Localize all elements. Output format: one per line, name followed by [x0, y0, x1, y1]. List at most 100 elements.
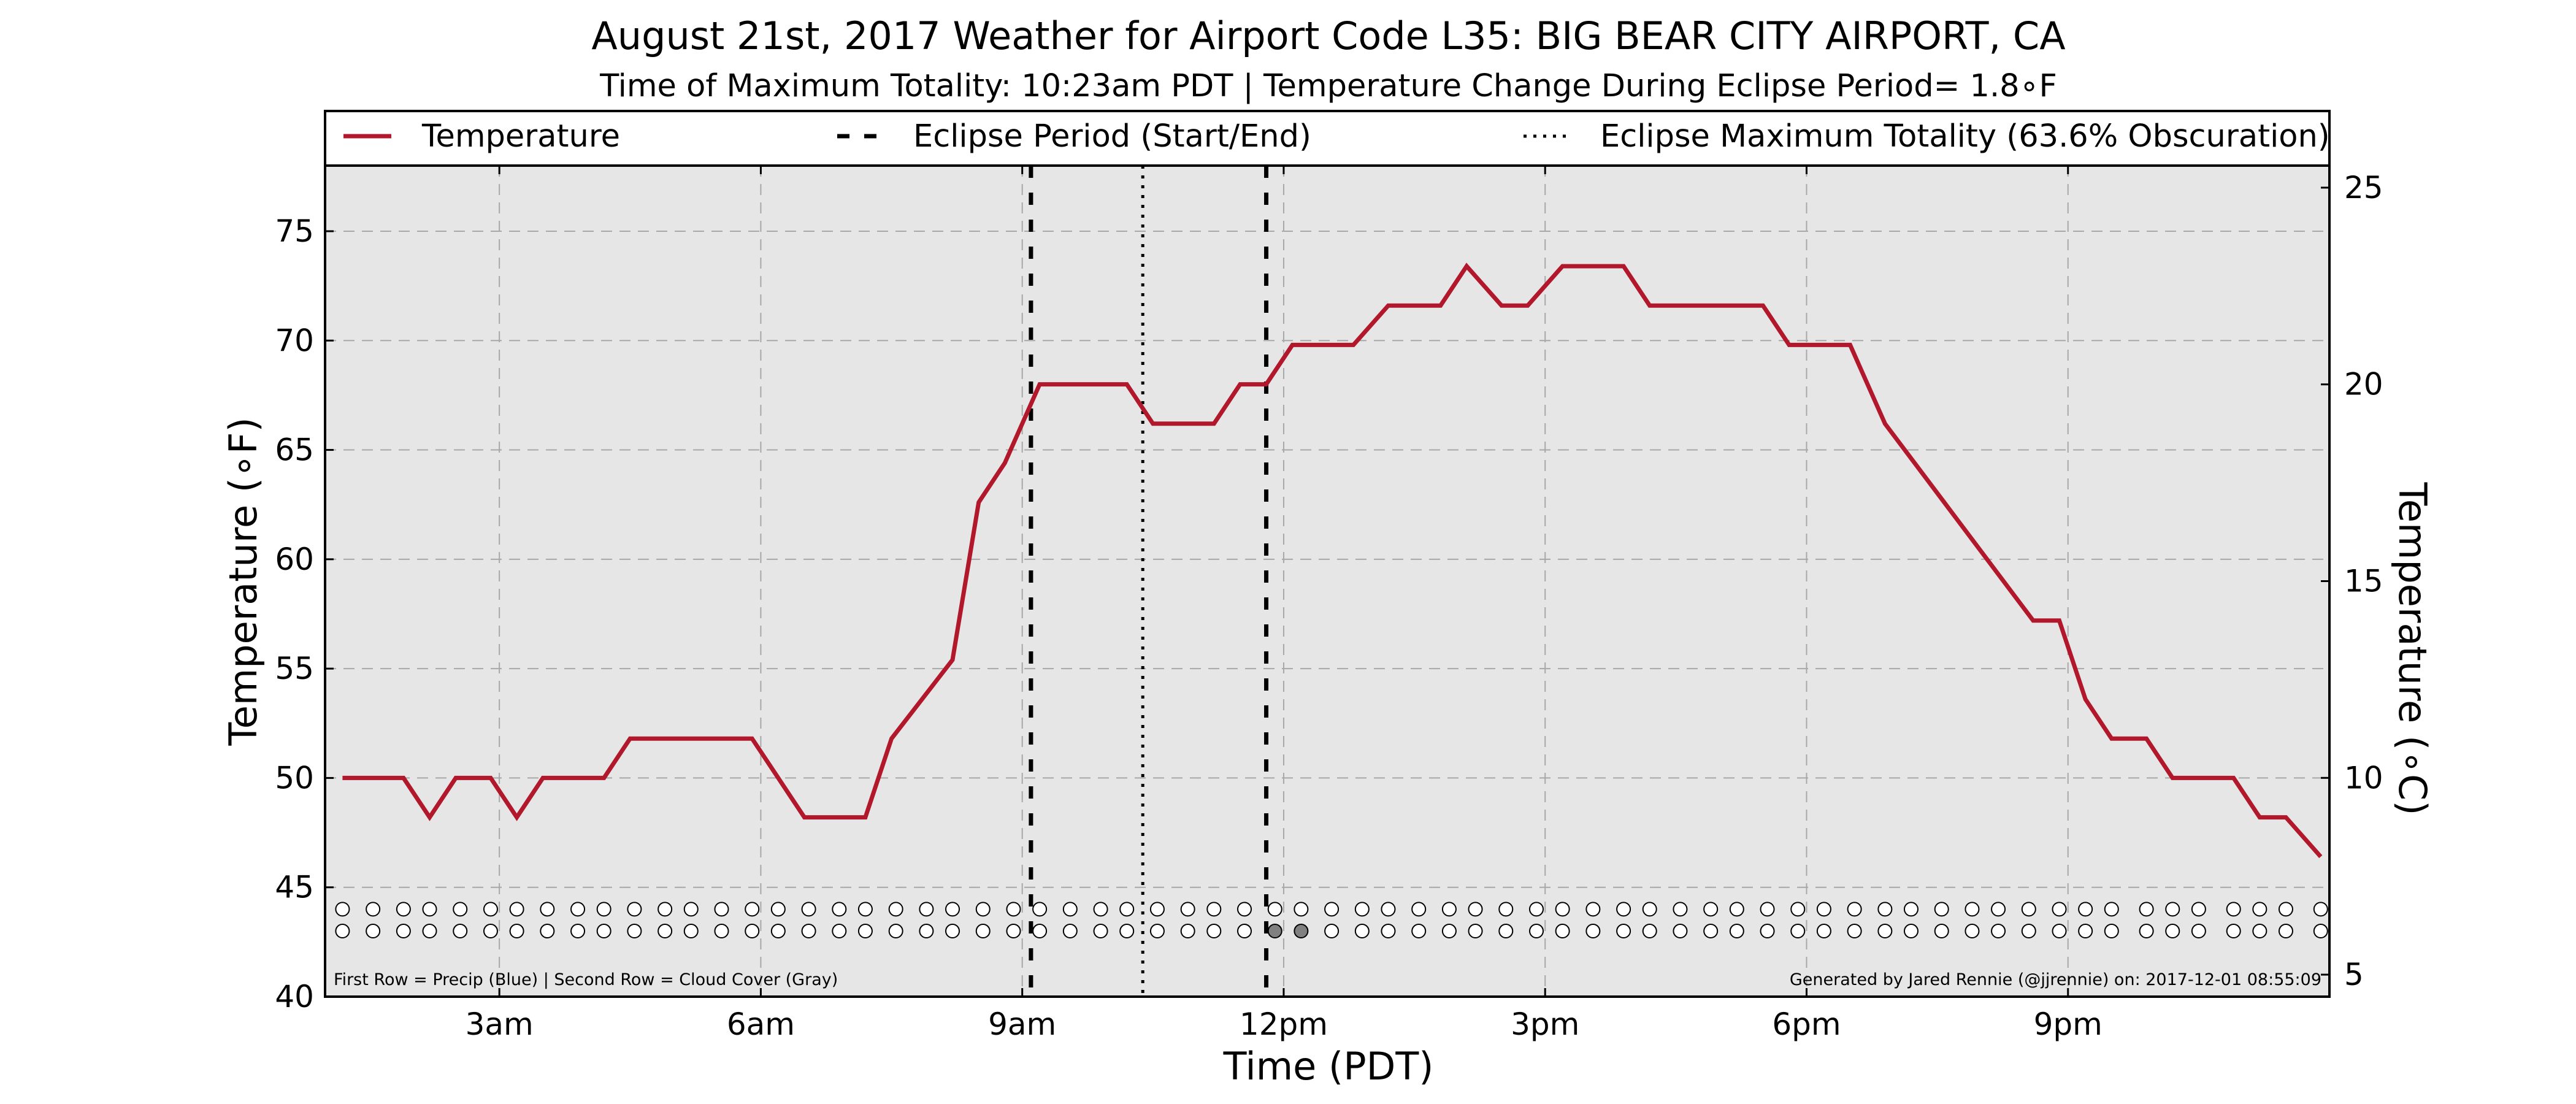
y-right-tick-label: 20	[2344, 367, 2383, 402]
cloud-cover-marker	[801, 924, 816, 939]
precip-marker	[1703, 902, 1719, 917]
precip-marker	[1468, 902, 1483, 917]
cloud-cover-marker	[1729, 924, 1744, 939]
y-tick-label: 45	[275, 870, 314, 905]
cloud-cover-marker	[2252, 924, 2267, 939]
cloud-cover-marker	[335, 924, 350, 939]
cloud-cover-marker	[453, 924, 468, 939]
precip-marker	[396, 902, 411, 917]
precip-marker	[1093, 902, 1108, 917]
chart-title: August 21st, 2017 Weather for Airport Co…	[591, 13, 2065, 58]
y-axis-label: Temperature (∘F)	[221, 417, 266, 746]
precip-marker	[1062, 902, 1078, 917]
precip-marker	[1555, 902, 1570, 917]
cloud-cover-marker	[509, 924, 524, 939]
y-tick-label: 75	[275, 213, 314, 249]
precip-marker	[1877, 902, 1893, 917]
x-axis-label: Time (PDT)	[1223, 1044, 1434, 1089]
cloud-cover-marker	[657, 924, 673, 939]
cloud-cover-marker	[1441, 924, 1457, 939]
chart-subtitle: Time of Maximum Totality: 10:23am PDT | …	[599, 68, 2057, 104]
precip-marker	[657, 902, 673, 917]
precip-marker	[540, 902, 555, 917]
cloud-cover-marker	[770, 924, 786, 939]
precip-marker	[745, 902, 760, 917]
cloud-cover-marker	[919, 924, 934, 939]
precip-marker	[2104, 902, 2119, 917]
y-tick-label: 55	[275, 651, 314, 686]
x-tick-label: 6pm	[1772, 1006, 1841, 1042]
x-tick-label: 9pm	[2034, 1006, 2103, 1042]
cloud-cover-marker	[857, 924, 873, 939]
series-layer	[342, 263, 2323, 859]
cloud-cover-marker	[2078, 924, 2093, 939]
cloud-cover-marker	[1237, 924, 1252, 939]
precip-marker	[714, 902, 729, 917]
y-axis-ticks: 40 45 50 55 60 65 70 75	[275, 213, 334, 1014]
x-tick-label: 12pm	[1240, 1006, 1328, 1042]
precip-marker	[2165, 902, 2180, 917]
cloud-cover-marker	[1642, 924, 1657, 939]
precip-marker	[509, 902, 524, 917]
cloud-cover-marker	[1006, 924, 1021, 939]
cloud-cover-marker	[2278, 924, 2293, 939]
precip-marker	[366, 902, 381, 917]
cloud-cover-marker	[1411, 924, 1427, 939]
precip-marker	[1616, 902, 1631, 917]
cloud-cover-marker	[1585, 924, 1601, 939]
cloud-cover-marker	[1760, 924, 1775, 939]
precip-marker	[596, 902, 611, 917]
precip-marker	[945, 902, 960, 917]
precip-marker	[1441, 902, 1457, 917]
precip-marker	[1903, 902, 1919, 917]
cloud-cover-marker	[945, 924, 960, 939]
cloud-cover-marker	[1267, 924, 1282, 939]
precip-marker	[1585, 902, 1601, 917]
precip-marker	[1006, 902, 1021, 917]
cloud-cover-marker	[627, 924, 642, 939]
x-tick-label: 9am	[988, 1006, 1056, 1042]
cloud-cover-marker	[1119, 924, 1135, 939]
cloud-cover-marker	[2165, 924, 2180, 939]
cloud-cover-marker	[1468, 924, 1483, 939]
precip-marker	[1642, 902, 1657, 917]
cloud-cover-marker	[1877, 924, 1893, 939]
precip-marker	[888, 902, 903, 917]
precip-marker	[1816, 902, 1831, 917]
y-axis-right-label: Temperature (∘C)	[2390, 482, 2435, 816]
cloud-cover-marker	[832, 924, 847, 939]
precip-marker	[857, 902, 873, 917]
precip-marker	[1729, 902, 1744, 917]
cloud-cover-marker	[1032, 924, 1048, 939]
precip-marker	[1381, 902, 1396, 917]
precip-marker	[1324, 902, 1340, 917]
precip-marker	[2052, 902, 2067, 917]
cloud-cover-marker	[2226, 924, 2241, 939]
precip-marker	[832, 902, 847, 917]
precip-marker	[1032, 902, 1048, 917]
precip-marker	[2139, 902, 2154, 917]
cloud-cover-marker	[396, 924, 411, 939]
precip-marker	[570, 902, 586, 917]
cloud-cover-marker	[1149, 924, 1165, 939]
cloud-cover-marker	[2021, 924, 2036, 939]
cloud-cover-marker	[745, 924, 760, 939]
precip-marker	[1498, 902, 1514, 917]
precip-marker	[2278, 902, 2293, 917]
cloud-cover-marker	[1703, 924, 1719, 939]
cloud-cover-marker	[2313, 924, 2328, 939]
precip-marker	[2021, 902, 2036, 917]
precip-marker	[422, 902, 437, 917]
precip-marker	[1991, 902, 2006, 917]
precip-marker	[483, 902, 498, 917]
cloud-cover-marker	[1093, 924, 1108, 939]
precip-marker	[2313, 902, 2328, 917]
precip-marker	[2078, 902, 2093, 917]
cloud-cover-marker	[1790, 924, 1806, 939]
x-tick-label: 3am	[466, 1006, 534, 1042]
precip-marker	[1760, 902, 1775, 917]
cloud-cover-marker	[1616, 924, 1631, 939]
x-tick-label: 3pm	[1511, 1006, 1579, 1042]
cloud-cover-marker	[1529, 924, 1544, 939]
cloud-cover-marker	[1206, 924, 1222, 939]
